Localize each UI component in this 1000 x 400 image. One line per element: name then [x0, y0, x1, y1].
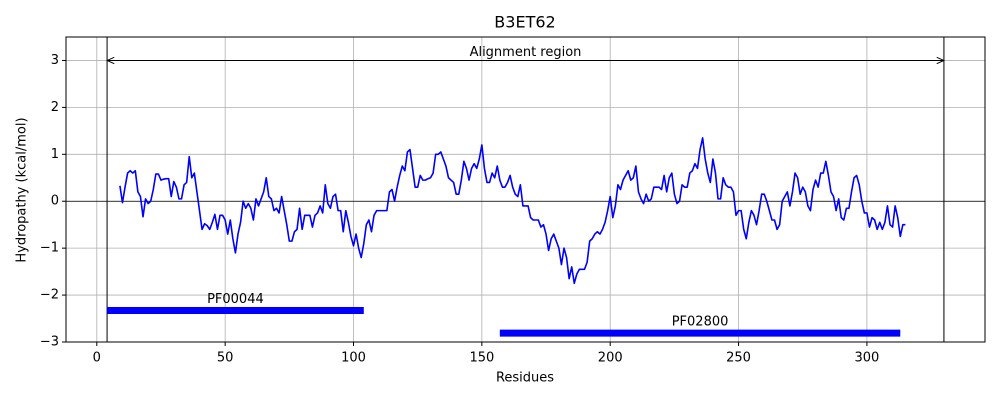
y-tick-label: 1: [51, 147, 59, 162]
y-tick-label: −2: [40, 288, 59, 303]
x-axis-label: Residues: [496, 371, 554, 386]
region-label: Alignment region: [470, 45, 582, 60]
plot-frame: [65, 36, 986, 343]
y-tick-label: 3: [51, 53, 59, 68]
domain-label: PF00044: [207, 292, 264, 307]
y-tick-label: −1: [40, 241, 59, 256]
domain-label: PF02800: [672, 315, 729, 330]
x-tick-label: 250: [726, 351, 751, 366]
y-tick-label: 0: [51, 194, 59, 209]
y-axis-label: Hydropathy (kcal/mol): [15, 117, 30, 262]
x-tick-label: 300: [855, 351, 880, 366]
y-tick-label: −3: [40, 335, 59, 350]
x-tick-label: 50: [217, 351, 234, 366]
x-tick-label: 150: [469, 351, 494, 366]
hydropathy-line: [119, 137, 906, 285]
x-tick-label: 0: [93, 351, 101, 366]
chart-title: B3ET62: [494, 13, 555, 32]
x-tick-label: 100: [341, 351, 366, 366]
x-tick-label: 200: [598, 351, 623, 366]
y-tick-label: 2: [51, 100, 59, 115]
